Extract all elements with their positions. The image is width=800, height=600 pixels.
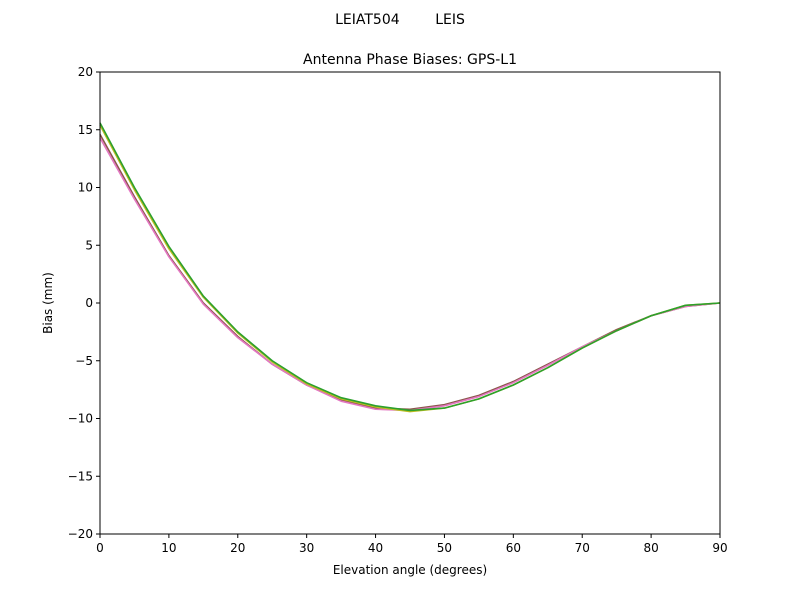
- y-axis-label: Bias (mm): [41, 272, 55, 334]
- x-tick-label: 30: [299, 541, 314, 555]
- x-tick-label: 70: [575, 541, 590, 555]
- x-tick-label: 0: [96, 541, 104, 555]
- y-tick-label: 15: [78, 123, 93, 137]
- x-tick-label: 60: [506, 541, 521, 555]
- y-tick-label: −5: [75, 354, 93, 368]
- x-tick-label: 80: [643, 541, 658, 555]
- series-layer: [99, 122, 721, 413]
- chart-title: Antenna Phase Biases: GPS-L1: [303, 52, 517, 68]
- x-tick-label: 10: [161, 541, 176, 555]
- x-axis-label: Elevation angle (degrees): [333, 563, 487, 577]
- series-line-4: [99, 122, 721, 412]
- figure-suptitle: LEIAT504 LEIS: [335, 12, 465, 28]
- y-tick-label: 0: [85, 296, 93, 310]
- x-tick-label: 50: [437, 541, 452, 555]
- x-tick-label: 20: [230, 541, 245, 555]
- plot-area: [100, 72, 720, 534]
- y-tick-label: −10: [68, 412, 93, 426]
- x-tick-label: 90: [712, 541, 727, 555]
- y-tick-label: 10: [78, 181, 93, 195]
- y-tick-label: 20: [78, 65, 93, 79]
- y-tick-label: −15: [68, 469, 93, 483]
- y-axis: 20 15 10 5 0 −5 −10 −15 −20: [68, 65, 100, 541]
- y-tick-label: 5: [85, 238, 93, 252]
- x-tick-label: 40: [368, 541, 383, 555]
- x-axis: 0 10 20 30 40 50 60 70 80 90: [96, 534, 728, 555]
- y-tick-label: −20: [68, 527, 93, 541]
